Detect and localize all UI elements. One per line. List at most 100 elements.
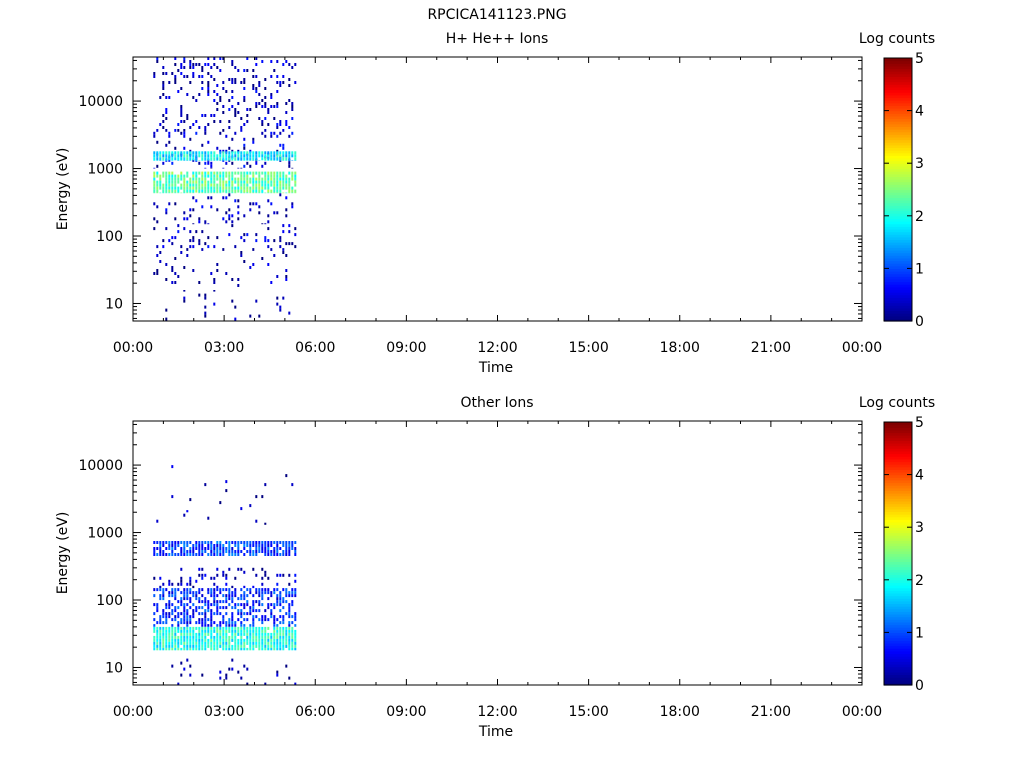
spectrogram-cell: [186, 174, 189, 178]
spectrogram-cell: [159, 96, 162, 99]
spectrogram-cell: [285, 600, 288, 604]
spectrogram-cell: [285, 192, 288, 194]
spectrogram-cell: [234, 594, 237, 598]
spectrogram-cell: [234, 186, 237, 190]
spectrogram-cell: [258, 626, 261, 630]
spectrogram-cell: [153, 154, 156, 158]
spectrogram-cell: [261, 588, 264, 592]
spectrogram-cell: [213, 576, 216, 580]
spectrogram-cell: [240, 154, 243, 158]
spectrogram-cell: [183, 266, 186, 269]
spectrogram-cell: [249, 632, 252, 636]
spectrogram-cell: [186, 93, 189, 96]
spectrogram-cell: [180, 72, 183, 75]
spectrogram-cell: [228, 541, 231, 544]
colorbar-swatch: [884, 642, 912, 647]
spectrogram-cell: [222, 641, 225, 645]
spectrogram-cell: [222, 606, 225, 610]
spectrogram-cell: [264, 96, 267, 99]
spectrogram-cell: [216, 612, 219, 616]
spectrogram-cell: [237, 603, 240, 607]
spectrogram-cell: [282, 129, 285, 132]
spectrogram-cell: [180, 541, 183, 544]
spectrogram-cell: [261, 99, 264, 102]
spectrogram-cell: [219, 131, 222, 135]
spectrogram-cell: [243, 151, 246, 155]
spectrogram-cell: [192, 223, 195, 225]
spectrogram-cell: [267, 239, 270, 243]
spectrogram-cell: [165, 154, 168, 158]
spectrogram-cell: [219, 160, 222, 161]
spectrogram-cell: [168, 183, 171, 187]
spectrogram-cell: [177, 621, 180, 625]
spectrogram-cell: [168, 641, 171, 645]
spectrogram-cell: [252, 621, 255, 625]
spectrogram-cell: [279, 308, 282, 312]
spectrogram-cell: [180, 63, 183, 66]
spectrogram-cell: [225, 594, 228, 598]
spectrogram-cell: [264, 641, 267, 645]
spectrogram-cell: [168, 154, 171, 158]
spectrogram-cell: [186, 588, 189, 592]
spectrogram-cell: [159, 644, 162, 648]
spectrogram-cell: [168, 96, 171, 99]
spectrogram-cell: [282, 632, 285, 636]
spectrogram-cell: [168, 629, 171, 633]
spectrogram-cell: [216, 585, 219, 589]
spectrogram-cell: [213, 597, 216, 601]
spectrogram-cell: [165, 618, 168, 622]
colorbar-swatch: [884, 157, 912, 162]
colorbar-swatch: [884, 71, 912, 75]
spectrogram-cell: [261, 550, 264, 553]
colorbar-swatch: [884, 263, 912, 267]
spectrogram-cell: [219, 638, 222, 642]
spectrogram-cell: [273, 117, 276, 120]
spectrogram-cell: [249, 208, 252, 212]
colorbar-tick-label: 5: [915, 51, 924, 67]
spectrogram-cell: [288, 230, 291, 234]
spectrogram-cell: [177, 641, 180, 645]
spectrogram-cell: [261, 177, 264, 181]
spectrogram-cell: [279, 573, 282, 577]
spectrogram-cell: [180, 547, 183, 550]
spectrogram-cell: [294, 541, 297, 544]
spectrogram-cell: [231, 632, 234, 636]
spectrogram-cell: [225, 174, 228, 178]
spectrogram-cell: [255, 541, 258, 544]
spectrogram-cell: [162, 597, 165, 601]
spectrogram-cell: [228, 621, 231, 625]
colorbar-swatch: [884, 244, 912, 248]
spectrogram-cell: [162, 192, 165, 194]
spectrogram-cell: [273, 644, 276, 648]
spectrogram-cell: [159, 186, 162, 190]
spectrogram-cell: [192, 544, 195, 547]
colorbar-swatch: [884, 129, 912, 133]
spectrogram-cell: [285, 641, 288, 645]
colorbar-swatch: [884, 435, 912, 439]
spectrogram-cell: [156, 160, 159, 161]
spectrogram-cell: [246, 612, 249, 616]
spectrogram-cell: [165, 208, 168, 212]
colorbar-swatch: [884, 658, 912, 662]
spectrogram-cell: [210, 588, 213, 592]
spectrogram-cell: [216, 236, 219, 240]
spectrogram-cell: [246, 682, 249, 685]
spectrogram-cell: [201, 567, 204, 571]
spectrogram-cell: [267, 199, 270, 203]
spectrogram-cell: [156, 220, 159, 224]
spectrogram-cell: [279, 591, 282, 595]
spectrogram-cell: [252, 567, 255, 571]
spectrogram-cell: [156, 588, 159, 592]
spectrogram-cell: [177, 224, 180, 228]
colorbar-swatch: [884, 100, 912, 104]
spectrogram-cell: [207, 140, 210, 144]
spectrogram-cell: [207, 189, 210, 193]
colorbar-swatch: [884, 443, 912, 447]
spectrogram-cell: [207, 236, 210, 240]
spectrogram-cell: [276, 638, 279, 642]
spectrogram-cell: [255, 157, 258, 161]
colorbar-swatch: [884, 313, 912, 317]
spectrogram-cell: [228, 591, 231, 595]
spectrogram-cell: [261, 257, 264, 260]
spectrogram-cell: [231, 615, 234, 619]
